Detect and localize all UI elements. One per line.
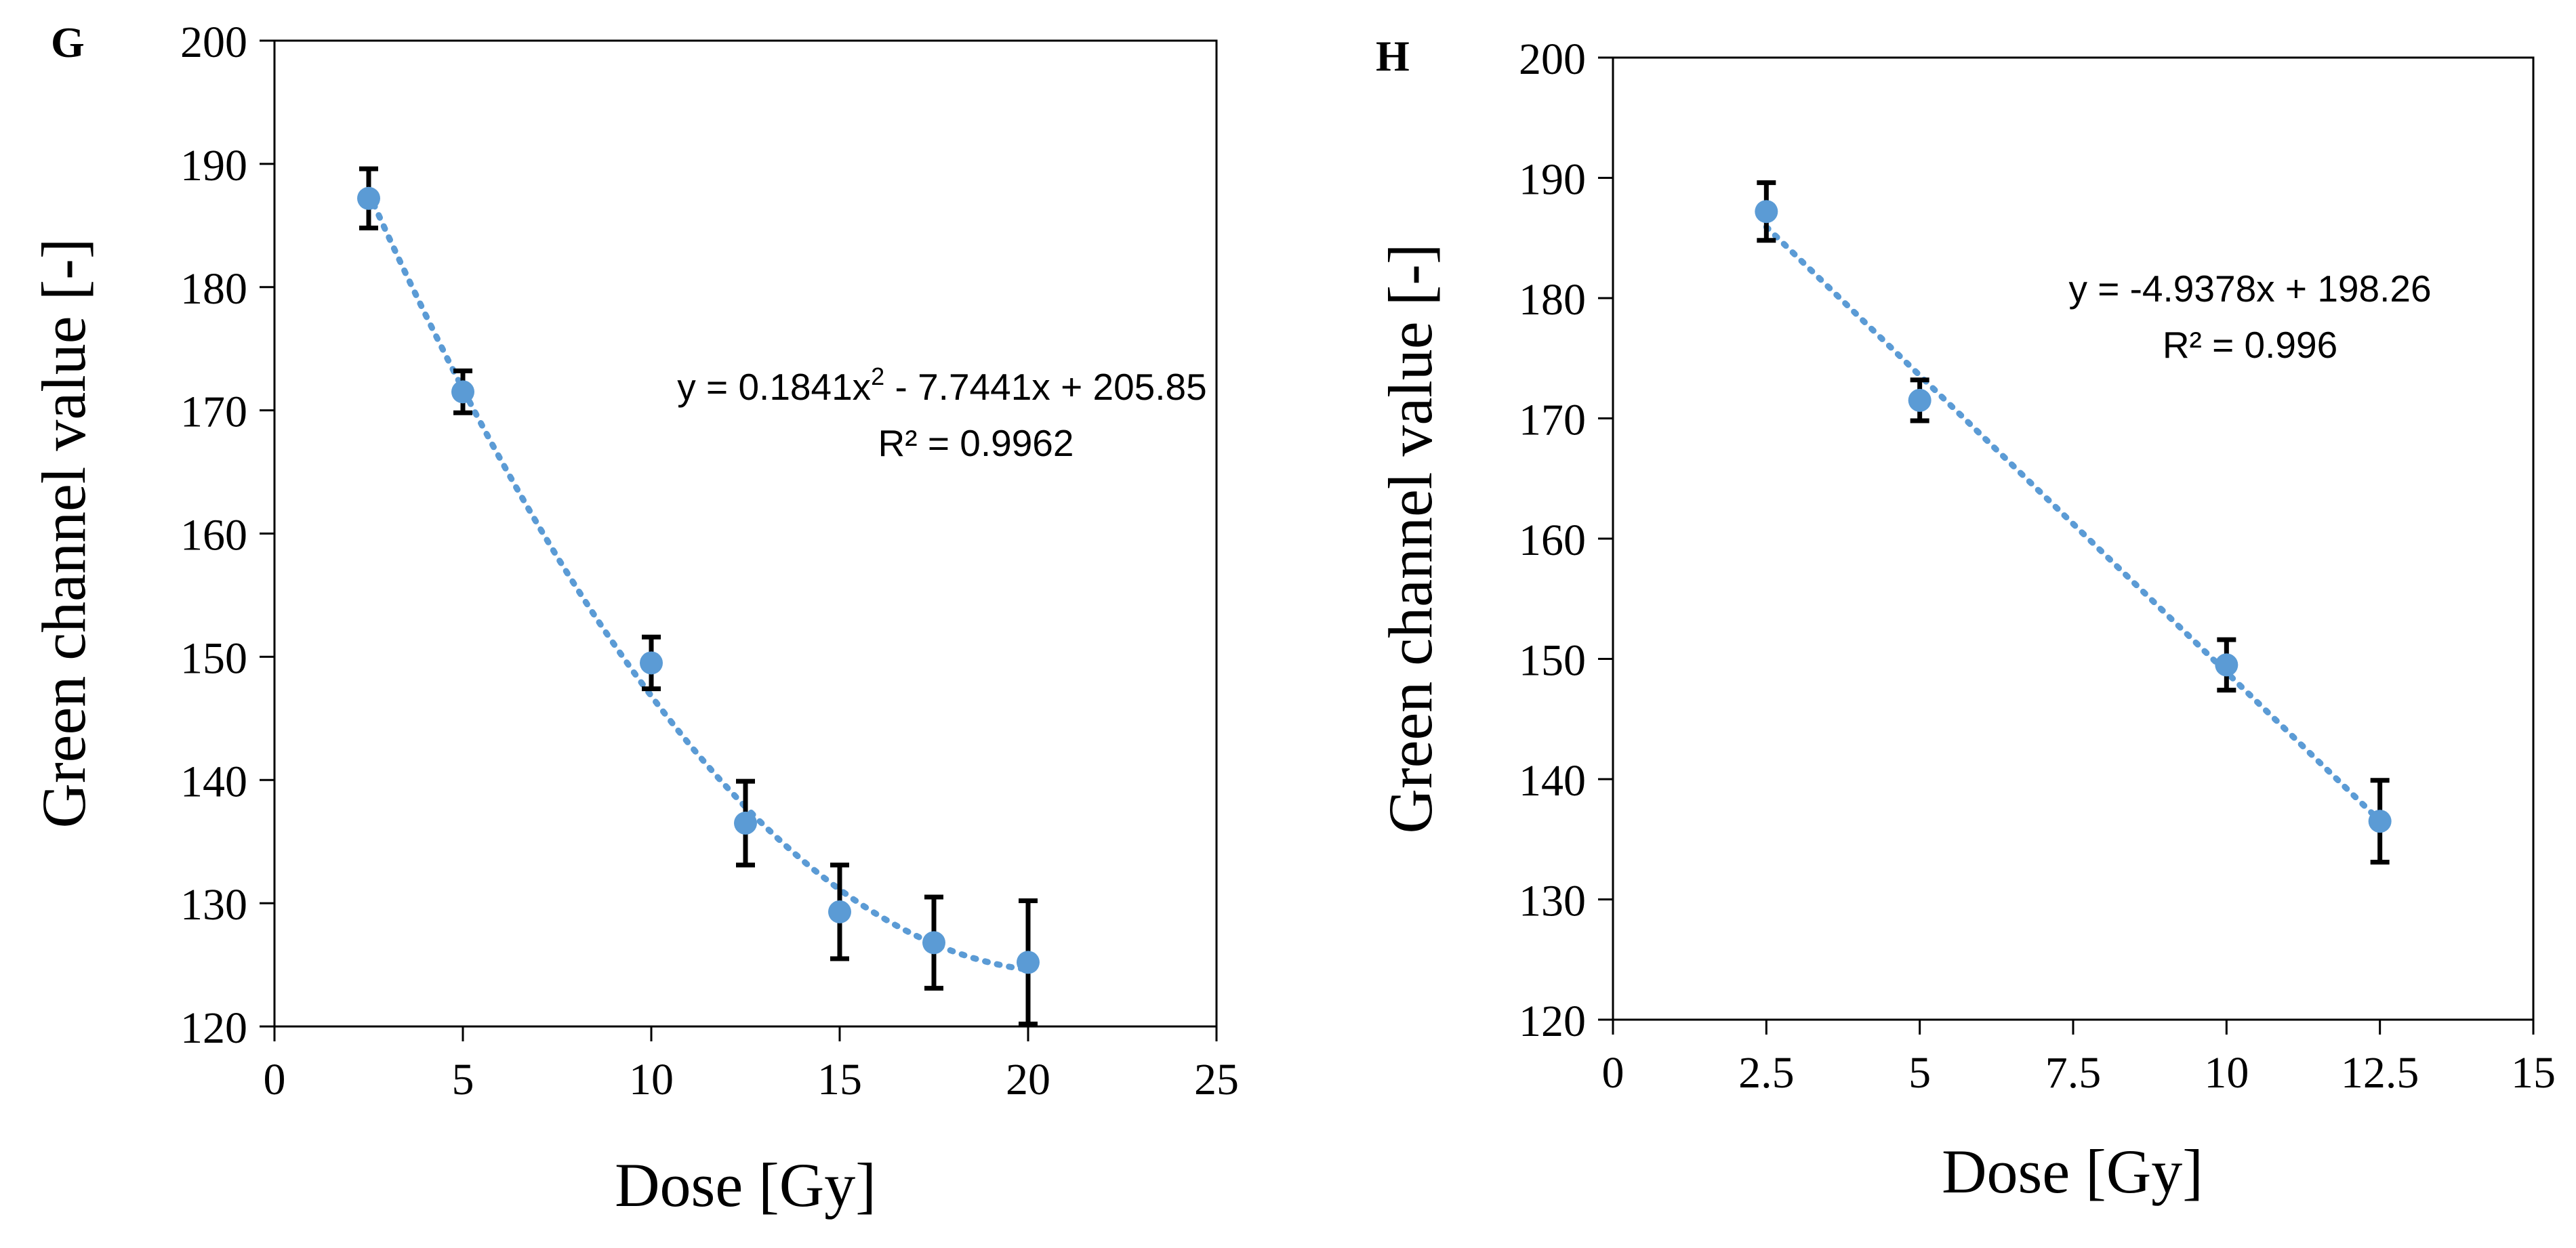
x-tick-label: 25 [1194, 1055, 1239, 1104]
panel-g-r-squared: R² = 0.9962 [878, 422, 1074, 464]
data-point [922, 931, 945, 955]
panel-h-trendline [1763, 224, 2384, 824]
data-point [640, 651, 663, 675]
panel-g-data-points [357, 186, 1040, 974]
y-tick-label: 120 [1519, 997, 1586, 1046]
y-tick-label: 140 [1519, 756, 1586, 806]
y-tick-label: 180 [1519, 275, 1586, 325]
y-tick-label: 190 [180, 141, 247, 190]
x-tick-label: 2.5 [1738, 1048, 1795, 1098]
panel-h-y-axis-label: Green channel value [-] [1376, 244, 1445, 834]
x-tick-label: 10 [629, 1055, 674, 1104]
data-point [1017, 951, 1040, 974]
data-point [2368, 810, 2392, 833]
panel-g-label: G [51, 18, 85, 66]
panel-h-data-points [1755, 200, 2392, 833]
y-tick-label: 200 [1519, 35, 1586, 84]
data-point [357, 186, 380, 210]
panel-h-y-ticks: 120 130 140 150 160 170 180 190 200 [1519, 35, 1613, 1046]
y-tick-label: 150 [180, 633, 247, 683]
panel-g-x-ticks: 0 5 10 15 20 25 [264, 1026, 1239, 1104]
x-tick-label: 10 [2204, 1048, 2249, 1098]
y-tick-label: 190 [1519, 155, 1586, 205]
y-tick-label: 130 [1519, 877, 1586, 926]
data-point [1908, 388, 1931, 412]
panel-h-label: H [1376, 32, 1410, 80]
x-tick-label: 20 [1006, 1055, 1050, 1104]
x-tick-label: 7.5 [2045, 1048, 2102, 1098]
y-tick-label: 160 [1519, 516, 1586, 565]
panel-g-equation-superscript: 2 [871, 362, 884, 390]
y-tick-label: 160 [180, 511, 247, 560]
x-tick-label: 15 [817, 1055, 862, 1104]
y-tick-label: 180 [180, 264, 247, 314]
y-tick-label: 150 [1519, 636, 1586, 686]
panel-h-chart: H 120 130 140 150 160 170 180 190 200 0 2.5 5 7.5 10… [1376, 32, 2556, 1206]
panel-h-equation: y = -4.9378x + 198.26 [2068, 268, 2431, 310]
panel-g-y-axis-label: Green channel value [-] [29, 238, 98, 829]
y-tick-label: 170 [180, 388, 247, 437]
x-tick-label: 5 [452, 1055, 474, 1104]
panel-h-r-squared: R² = 0.996 [2163, 324, 2337, 366]
panel-g-equation: y = 0.1841x2 - 7.7441x + 205.85 [677, 362, 1206, 408]
panel-g-chart: G 120 130 140 150 160 170 180 190 200 0 5 10 15 20 25… [29, 18, 1239, 1220]
y-tick-label: 170 [1519, 396, 1586, 445]
panel-g-equation-prefix: y = 0.1841x [677, 366, 871, 408]
y-tick-label: 200 [180, 18, 247, 67]
panel-g-equation-suffix: - 7.7441x + 205.85 [884, 366, 1207, 408]
panel-g-y-ticks: 120 130 140 150 160 170 180 190 200 [180, 18, 274, 1053]
x-tick-label: 15 [2511, 1048, 2556, 1098]
y-tick-label: 130 [180, 880, 247, 930]
panel-g-trendline [365, 190, 1031, 973]
panel-h-x-ticks: 0 2.5 5 7.5 10 12.5 15 [1602, 1020, 2556, 1098]
data-point [2215, 653, 2238, 677]
panel-g-x-axis-label: Dose [Gy] [615, 1150, 876, 1220]
data-point [451, 380, 474, 404]
x-tick-label: 12.5 [2341, 1048, 2419, 1098]
x-tick-label: 0 [264, 1055, 286, 1104]
y-tick-label: 120 [180, 1003, 247, 1053]
data-point [828, 900, 851, 923]
x-tick-label: 5 [1908, 1048, 1931, 1098]
data-point [734, 811, 757, 835]
x-tick-label: 0 [1602, 1048, 1624, 1098]
y-tick-label: 140 [180, 757, 247, 806]
panel-h-x-axis-label: Dose [Gy] [1942, 1137, 2203, 1206]
data-point [1755, 200, 1778, 224]
